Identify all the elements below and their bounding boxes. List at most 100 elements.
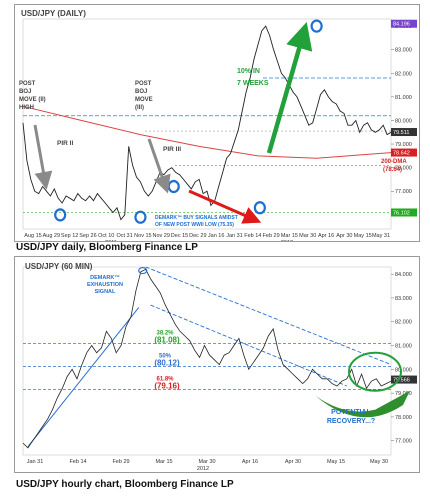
y-tick-label: 81.000 [395,95,412,101]
ma-200-label: 200-DMA [381,159,407,165]
ma-price-label-box [391,148,417,157]
y-tick-label: 77.000 [395,439,412,445]
price-line [22,25,392,221]
x-tick-label: Feb 14 [69,459,86,465]
rally-arrow [266,22,313,154]
daily-chart-caption: USD/JPY daily, Bloomberg Finance LP [16,242,198,253]
y-tick-label: 81.000 [395,344,412,350]
x-tick-label: Sep 26 [79,233,96,239]
x-tick-label: Jan 16 [208,233,225,239]
year-label: 2012 [281,240,293,241]
potential-recovery-label: RECOVERY...? [327,418,375,425]
x-tick-label: Mar 15 [281,233,298,239]
y-tick-label: 80.000 [395,118,412,124]
channel-bottom-line [150,304,348,387]
x-tick-label: Jan 31 [226,233,243,239]
potential-recovery-label: POTENTIAL [331,409,371,416]
post-boj-high-label: POST [19,81,36,87]
x-tick-label: Nov 15 [134,233,151,239]
current-price-label: 79.511 [393,130,409,136]
current-price-label: 79.566 [393,378,410,384]
x-tick-label: Aug 29 [43,233,60,239]
top-price-label-box [391,19,417,28]
fib-pct-label: 50% [159,353,172,359]
demark-exhaustion-label: DEMARK™ [90,275,120,281]
post-boj-high-label: BOJ [19,89,31,95]
current-price-label-box [391,128,417,137]
post-boj-high-label: MOVE (II) [19,97,46,103]
x-tick-label: Jan 31 [27,459,44,465]
fib-pct-label: 38.2% [156,331,174,337]
x-tick-label: Apr 30 [285,459,301,465]
y-tick-label: 83.000 [395,48,412,54]
signal-circle [54,208,67,222]
demark-exhaustion-label: EXHAUSTION [87,282,123,288]
plot-area [22,266,392,456]
x-tick-label: Mar 30 [198,459,215,465]
x-tick-label: May 15 [354,233,372,239]
y-tick-label: 77.000 [395,189,412,195]
y-tick-label: 80.000 [395,367,412,373]
decline-arrow [188,189,262,224]
current-price-box [391,375,417,384]
x-tick-label: Apr 16 [318,233,334,239]
x-tick-label: Oct 10 [98,233,114,239]
y-tick-label: 82.000 [395,71,412,77]
hourly-chart-panel: USD/JPY (60 MIN) 77.000 78.000 79.000 80.000… [14,256,420,473]
daily-chart: USD/JPY (DAILY) 77.000 78.000 79.000 80.000 8… [19,9,417,241]
demark-label: OF NEW POST WWII LOW (75.35) [155,222,234,228]
price-line [22,268,392,449]
x-tick-label: Dec 15 [171,233,188,239]
top-price-label: 84.196 [393,22,410,28]
x-tick-label: Apr 16 [242,459,258,465]
recovery-arrow [315,390,410,418]
rally-label: 7 WEEKS [237,80,269,87]
y-tick-label: 79.000 [395,391,412,397]
y-tick-label: 84.000 [395,272,412,278]
consolidation-circle [348,351,402,392]
low-price-label: 76.102 [393,210,410,216]
x-tick-label: Feb 29 [263,233,280,239]
demark-label: DEMARK™ BUY SIGNALS AMIDST [155,215,238,221]
rally-label: 10% IN [237,68,260,75]
pir-ii-arrow [33,124,53,190]
post-boj-iii-label: BOJ [135,89,147,95]
ma-200-line [22,105,392,159]
pir-iii-label: PIR III [163,146,181,153]
x-tick-label: Oct 31 [116,233,132,239]
y-tick-label: 78.000 [395,415,412,421]
plot-area [22,18,392,230]
x-tick-label: May 15 [327,459,345,465]
post-boj-iii-label: POST [135,81,152,87]
y-tick-label: 79.000 [395,142,412,148]
pir-ii-label: PIR II [57,140,73,147]
x-tick-label: May 30 [370,459,388,465]
ma-200-value: (78.64) [383,167,402,173]
y-tick-label: 82.000 [395,320,412,326]
daily-chart-panel: USD/JPY (DAILY) 77.000 78.000 79.000 80.000 8… [14,4,420,242]
hourly-chart-caption: USD/JPY hourly chart, Bloomberg Finance … [16,479,234,490]
year-label: 2012 [197,466,209,472]
x-tick-label: Feb 14 [244,233,261,239]
x-tick-label: Feb 29 [112,459,129,465]
pir-iii-arrow [147,138,171,194]
post-boj-high-label: HIGH [19,105,34,111]
x-tick-label: Mar 30 [299,233,316,239]
chart-title: USD/JPY (60 MIN) [25,262,93,271]
x-tick-label: Nov 29 [152,233,169,239]
fib-pct-label: 61.8% [156,376,174,382]
low-price-label-box [391,208,417,217]
ma-price-label: 78.642 [393,151,410,157]
x-tick-label: May 31 [372,233,390,239]
signal-circle [138,266,148,275]
fib-value-label: (81.08) [154,336,180,345]
post-boj-iii-label: MOVE [135,97,153,103]
y-tick-label: 83.000 [395,296,412,302]
hourly-chart: USD/JPY (60 MIN) 77.000 78.000 79.000 80.000… [22,262,417,472]
x-tick-label: Apr 30 [336,233,352,239]
uptrend-line [27,307,140,447]
fib-value-label: (79.16) [154,381,180,390]
x-tick-label: Mar 15 [155,459,172,465]
signal-circle [134,210,147,224]
chart-title: USD/JPY (DAILY) [21,9,86,18]
